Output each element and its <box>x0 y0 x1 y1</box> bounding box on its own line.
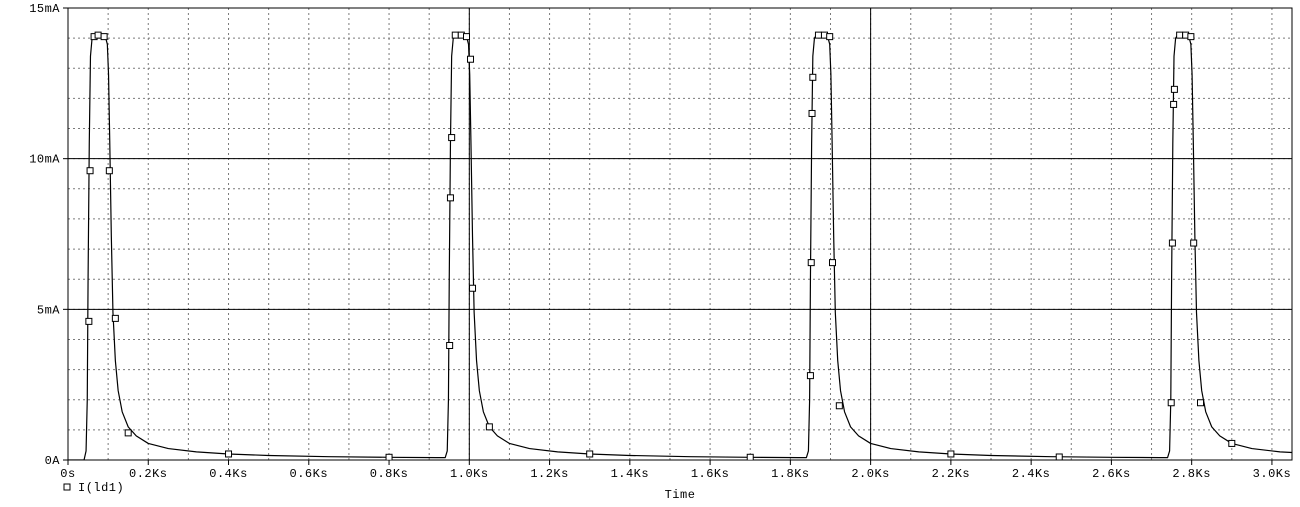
x-tick-label: 2.6Ks <box>1092 467 1131 481</box>
x-tick-label: 1.6Ks <box>691 467 730 481</box>
data-marker <box>809 110 815 116</box>
data-marker <box>452 32 458 38</box>
data-marker <box>1171 101 1177 107</box>
x-tick-label: 1.0Ks <box>450 467 489 481</box>
data-marker <box>449 135 455 141</box>
legend-marker-icon <box>64 484 70 490</box>
data-marker <box>95 32 101 38</box>
data-marker <box>836 403 842 409</box>
data-marker <box>86 318 92 324</box>
data-marker <box>829 260 835 266</box>
data-marker <box>386 454 392 460</box>
x-tick-label: 0.2Ks <box>129 467 168 481</box>
x-tick-label: 0.6Ks <box>290 467 329 481</box>
y-tick-label: 0A <box>45 454 61 468</box>
data-marker <box>1169 240 1175 246</box>
data-marker <box>808 260 814 266</box>
x-tick-label: 0s <box>60 467 75 481</box>
y-tick-label: 5mA <box>37 303 60 317</box>
data-marker <box>1168 400 1174 406</box>
x-tick-label: 0.4Ks <box>209 467 248 481</box>
y-tick-label: 10mA <box>29 153 60 167</box>
data-marker <box>125 430 131 436</box>
data-marker <box>1198 400 1204 406</box>
x-tick-label: 3.0Ks <box>1253 467 1292 481</box>
data-marker <box>827 34 833 40</box>
x-tick-label: 2.4Ks <box>1012 467 1051 481</box>
data-marker <box>1229 440 1235 446</box>
x-tick-label: 1.4Ks <box>611 467 650 481</box>
data-marker <box>587 451 593 457</box>
chart-svg: 0s 0.2Ks 0.4Ks 0.6Ks 0.8Ks 1.0Ks 1.2Ks 1.4Ks 1.6… <box>0 0 1300 507</box>
data-marker <box>106 168 112 174</box>
x-tick-label: 1.8Ks <box>771 467 810 481</box>
x-tick-label: 2.2Ks <box>932 467 971 481</box>
data-marker <box>112 315 118 321</box>
x-tick-label: 2.8Ks <box>1172 467 1211 481</box>
data-marker <box>1056 454 1062 460</box>
x-tick-label: 0.8Ks <box>370 467 409 481</box>
data-marker <box>468 56 474 62</box>
data-marker <box>101 34 107 40</box>
legend-label: I(ld1) <box>78 481 124 495</box>
data-marker <box>747 454 753 460</box>
data-marker <box>87 168 93 174</box>
data-marker <box>447 342 453 348</box>
data-marker <box>807 373 813 379</box>
data-marker <box>1188 34 1194 40</box>
data-marker <box>1177 32 1183 38</box>
x-tick-label: 1.2Ks <box>530 467 569 481</box>
data-marker <box>815 32 821 38</box>
data-marker <box>470 285 476 291</box>
y-tick-label: 15mA <box>29 2 60 16</box>
x-tick-label: 2.0Ks <box>851 467 890 481</box>
data-marker <box>447 195 453 201</box>
data-marker <box>226 451 232 457</box>
data-marker <box>948 451 954 457</box>
data-marker <box>1171 86 1177 92</box>
data-marker <box>810 74 816 80</box>
data-marker <box>486 424 492 430</box>
x-axis-label: Time <box>665 488 696 502</box>
data-marker <box>1191 240 1197 246</box>
chart-container: 0s 0.2Ks 0.4Ks 0.6Ks 0.8Ks 1.0Ks 1.2Ks 1.4Ks 1.6… <box>0 0 1300 507</box>
data-marker <box>464 34 470 40</box>
